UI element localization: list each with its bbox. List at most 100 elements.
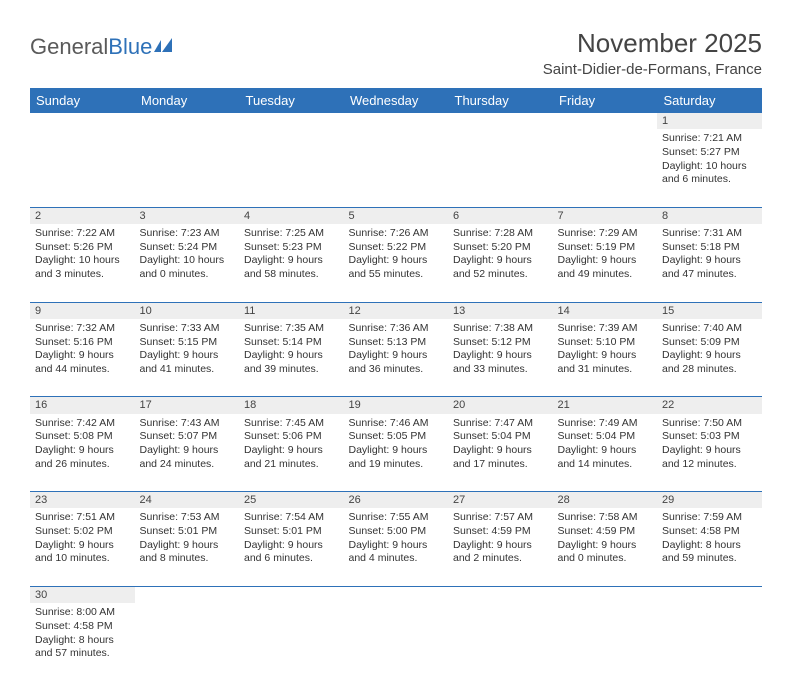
day-number-cell: 14: [553, 302, 658, 319]
day-cell: [553, 129, 658, 207]
day-number-cell: 8: [657, 207, 762, 224]
daylight-text: Daylight: 8 hours and 57 minutes.: [35, 634, 130, 661]
day-number-cell: 28: [553, 492, 658, 509]
day-cell: [135, 129, 240, 207]
sunset-text: Sunset: 5:05 PM: [349, 430, 444, 444]
daylight-text: Daylight: 9 hours and 2 minutes.: [453, 539, 548, 566]
sunset-text: Sunset: 5:06 PM: [244, 430, 339, 444]
location: Saint-Didier-de-Formans, France: [543, 61, 762, 78]
daynum-row: 30: [30, 586, 762, 603]
sunrise-text: Sunrise: 7:55 AM: [349, 511, 444, 525]
logo: GeneralBlue: [30, 28, 178, 60]
day-number-cell: 17: [135, 397, 240, 414]
sunset-text: Sunset: 5:07 PM: [140, 430, 235, 444]
daylight-text: Daylight: 8 hours and 59 minutes.: [662, 539, 757, 566]
header: GeneralBlue November 2025 Saint-Didier-d…: [30, 28, 762, 78]
sunrise-text: Sunrise: 7:51 AM: [35, 511, 130, 525]
sunrise-text: Sunrise: 7:50 AM: [662, 417, 757, 431]
sunset-text: Sunset: 4:58 PM: [662, 525, 757, 539]
sunrise-text: Sunrise: 7:47 AM: [453, 417, 548, 431]
daylight-text: Daylight: 9 hours and 55 minutes.: [349, 254, 444, 281]
day-header: Monday: [135, 88, 240, 113]
day-number-cell: [239, 113, 344, 129]
day-number-cell: 12: [344, 302, 449, 319]
sunrise-text: Sunrise: 7:25 AM: [244, 227, 339, 241]
daylight-text: Daylight: 9 hours and 14 minutes.: [558, 444, 653, 471]
sunrise-text: Sunrise: 7:46 AM: [349, 417, 444, 431]
daylight-text: Daylight: 9 hours and 17 minutes.: [453, 444, 548, 471]
week-row: Sunrise: 7:51 AMSunset: 5:02 PMDaylight:…: [30, 508, 762, 586]
day-cell: Sunrise: 7:46 AMSunset: 5:05 PMDaylight:…: [344, 414, 449, 492]
day-number-cell: 13: [448, 302, 553, 319]
daylight-text: Daylight: 9 hours and 24 minutes.: [140, 444, 235, 471]
day-cell: Sunrise: 7:58 AMSunset: 4:59 PMDaylight:…: [553, 508, 658, 586]
day-number-cell: 4: [239, 207, 344, 224]
day-cell: [344, 129, 449, 207]
daylight-text: Daylight: 9 hours and 10 minutes.: [35, 539, 130, 566]
week-row: Sunrise: 7:32 AMSunset: 5:16 PMDaylight:…: [30, 319, 762, 397]
day-number-cell: 24: [135, 492, 240, 509]
sunrise-text: Sunrise: 7:35 AM: [244, 322, 339, 336]
day-cell: Sunrise: 8:00 AMSunset: 4:58 PMDaylight:…: [30, 603, 135, 681]
day-number-cell: 27: [448, 492, 553, 509]
day-cell: [344, 603, 449, 681]
sunset-text: Sunset: 5:03 PM: [662, 430, 757, 444]
sunset-text: Sunset: 5:27 PM: [662, 146, 757, 160]
daylight-text: Daylight: 10 hours and 0 minutes.: [140, 254, 235, 281]
sunrise-text: Sunrise: 7:31 AM: [662, 227, 757, 241]
sunset-text: Sunset: 5:09 PM: [662, 336, 757, 350]
day-cell: Sunrise: 7:40 AMSunset: 5:09 PMDaylight:…: [657, 319, 762, 397]
daylight-text: Daylight: 9 hours and 33 minutes.: [453, 349, 548, 376]
sunset-text: Sunset: 5:16 PM: [35, 336, 130, 350]
day-number-cell: 21: [553, 397, 658, 414]
day-cell: Sunrise: 7:38 AMSunset: 5:12 PMDaylight:…: [448, 319, 553, 397]
day-cell: [239, 129, 344, 207]
day-number-cell: [135, 586, 240, 603]
day-cell: [448, 603, 553, 681]
sunrise-text: Sunrise: 7:59 AM: [662, 511, 757, 525]
day-cell: Sunrise: 7:47 AMSunset: 5:04 PMDaylight:…: [448, 414, 553, 492]
daylight-text: Daylight: 9 hours and 36 minutes.: [349, 349, 444, 376]
sunrise-text: Sunrise: 7:54 AM: [244, 511, 339, 525]
day-cell: [657, 603, 762, 681]
day-header: Friday: [553, 88, 658, 113]
day-cell: Sunrise: 7:50 AMSunset: 5:03 PMDaylight:…: [657, 414, 762, 492]
daylight-text: Daylight: 9 hours and 58 minutes.: [244, 254, 339, 281]
day-number-cell: 9: [30, 302, 135, 319]
sunrise-text: Sunrise: 8:00 AM: [35, 606, 130, 620]
day-cell: Sunrise: 7:21 AMSunset: 5:27 PMDaylight:…: [657, 129, 762, 207]
day-cell: Sunrise: 7:28 AMSunset: 5:20 PMDaylight:…: [448, 224, 553, 302]
daynum-row: 1: [30, 113, 762, 129]
title-block: November 2025 Saint-Didier-de-Formans, F…: [543, 28, 762, 78]
daylight-text: Daylight: 9 hours and 44 minutes.: [35, 349, 130, 376]
day-cell: Sunrise: 7:51 AMSunset: 5:02 PMDaylight:…: [30, 508, 135, 586]
day-cell: Sunrise: 7:43 AMSunset: 5:07 PMDaylight:…: [135, 414, 240, 492]
day-cell: [553, 603, 658, 681]
day-cell: Sunrise: 7:22 AMSunset: 5:26 PMDaylight:…: [30, 224, 135, 302]
day-cell: Sunrise: 7:29 AMSunset: 5:19 PMDaylight:…: [553, 224, 658, 302]
day-cell: Sunrise: 7:33 AMSunset: 5:15 PMDaylight:…: [135, 319, 240, 397]
daylight-text: Daylight: 9 hours and 47 minutes.: [662, 254, 757, 281]
day-cell: [135, 603, 240, 681]
day-cell: Sunrise: 7:31 AMSunset: 5:18 PMDaylight:…: [657, 224, 762, 302]
day-cell: Sunrise: 7:35 AMSunset: 5:14 PMDaylight:…: [239, 319, 344, 397]
sunrise-text: Sunrise: 7:49 AM: [558, 417, 653, 431]
day-number-cell: [553, 586, 658, 603]
daylight-text: Daylight: 9 hours and 19 minutes.: [349, 444, 444, 471]
day-cell: [30, 129, 135, 207]
day-number-cell: [553, 113, 658, 129]
sunset-text: Sunset: 5:00 PM: [349, 525, 444, 539]
day-cell: Sunrise: 7:53 AMSunset: 5:01 PMDaylight:…: [135, 508, 240, 586]
sunrise-text: Sunrise: 7:42 AM: [35, 417, 130, 431]
sunset-text: Sunset: 5:01 PM: [244, 525, 339, 539]
day-cell: Sunrise: 7:26 AMSunset: 5:22 PMDaylight:…: [344, 224, 449, 302]
day-number-cell: [239, 586, 344, 603]
day-number-cell: [448, 113, 553, 129]
week-row: Sunrise: 8:00 AMSunset: 4:58 PMDaylight:…: [30, 603, 762, 681]
day-cell: Sunrise: 7:39 AMSunset: 5:10 PMDaylight:…: [553, 319, 658, 397]
month-title: November 2025: [543, 28, 762, 59]
day-number-cell: [657, 586, 762, 603]
daylight-text: Daylight: 9 hours and 28 minutes.: [662, 349, 757, 376]
day-cell: Sunrise: 7:42 AMSunset: 5:08 PMDaylight:…: [30, 414, 135, 492]
sunset-text: Sunset: 5:02 PM: [35, 525, 130, 539]
